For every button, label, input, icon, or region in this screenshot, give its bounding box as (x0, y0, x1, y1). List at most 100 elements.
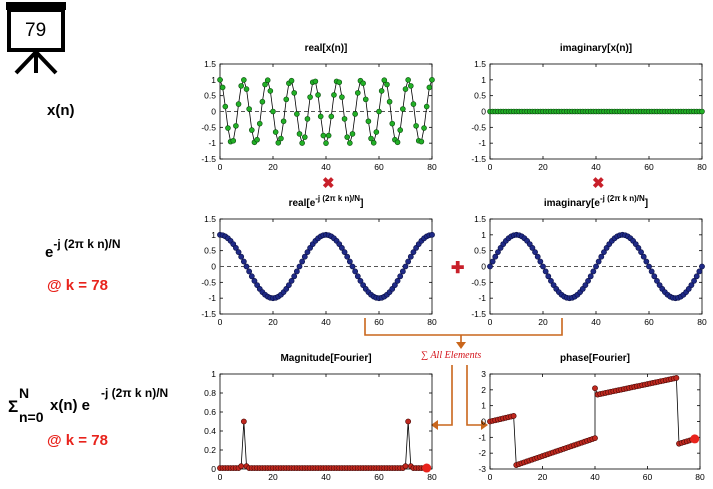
plot-imag-kernel: imaginary[e-j (2π k n)/N] 0 20 40 60 80 1.5 1 0.… (471, 194, 707, 327)
sum-all-note: ∑ All Elements (421, 350, 482, 361)
real_x-data-point (423, 103, 430, 110)
real_x-data-point (225, 125, 231, 131)
real_x-ytick-label: 0.5 (204, 91, 216, 101)
real_kernel-data-point (341, 249, 348, 256)
real_kernel-data-point (246, 268, 253, 275)
magnitude-data-point (402, 463, 409, 470)
phase-ytick-label: -1 (478, 432, 486, 442)
imag_kernel-ytick-label: 0.5 (474, 246, 486, 256)
real_kernel-data-point (251, 277, 258, 284)
real_x-data-point (362, 96, 369, 103)
imag_x-data-point (699, 108, 705, 115)
phase-xtick-label: 20 (538, 472, 548, 482)
imag_kernel-data-point (640, 253, 647, 260)
real_x-data-point (376, 108, 382, 115)
real_x-data-point (241, 77, 247, 83)
imag_kernel-xtick-label: 20 (538, 317, 548, 327)
real_x-ytick-label: 1 (211, 75, 216, 85)
real_x-data-point (381, 77, 388, 84)
magnitude-xtick-label: 80 (427, 472, 437, 482)
real_x-data-point (341, 116, 348, 122)
real_kernel-data-point (301, 253, 308, 260)
imag_x-ytick-label: 1 (481, 75, 486, 85)
magnitude-series-line (220, 421, 427, 469)
magnitude-xtick-label: 20 (268, 472, 278, 482)
real_x-data-point (222, 103, 229, 110)
imag_kernel-data-point (643, 258, 650, 265)
real_kernel-data-point (391, 282, 398, 289)
real_x-data-point (405, 77, 411, 83)
real_kernel-data-point (349, 263, 356, 270)
imag_kernel-xtick-label: 80 (697, 317, 707, 327)
real_x-data-point (397, 127, 403, 133)
sum-label: Σ N n=0 x(n) e -j (2π k n)/N (8, 385, 198, 431)
real_kernel-xtick-label: 20 (268, 317, 278, 327)
real_kernel-xtick-label: 40 (321, 317, 331, 327)
imag_x-ytick-label: -0.5 (471, 122, 486, 132)
imag_kernel-data-point (691, 277, 697, 284)
real_x-data-point (410, 101, 417, 107)
easel-icon (6, 2, 66, 75)
real_kernel-data-point (288, 277, 295, 284)
kernel-label: e-j (2π k n)/N (45, 237, 121, 261)
phase-xtick-label: 40 (590, 472, 600, 482)
imag_x-ytick-label: 0.5 (474, 91, 486, 101)
imag_kernel-data-point (585, 277, 591, 284)
imag_kernel-data-point (492, 253, 499, 260)
real_kernel-title: real[e-j (2π k n)/N] (289, 194, 364, 209)
sum-sigma: Σ (8, 397, 19, 416)
real_kernel-data-point (286, 282, 292, 289)
real_x-xtick-label: 60 (374, 162, 384, 172)
imag_kernel-data-point (593, 263, 599, 270)
imag_x-xtick-label: 20 (538, 162, 548, 172)
real_x-data-point (418, 138, 425, 145)
real_x-data-point (352, 111, 358, 117)
real_kernel-ytick-label: 0.5 (204, 246, 216, 256)
phase-xtick-label: 80 (695, 472, 705, 482)
imag_kernel-data-point (654, 277, 660, 284)
real_x-data-point (262, 81, 268, 88)
real_kernel-data-point (238, 253, 245, 260)
magnitude-ytick-label: 1 (211, 369, 216, 379)
plot-real-x: real[x(n)] 0 20 40 60 80 1.5 1 0.5 0 -0.5 -1 -1.5 (201, 43, 437, 172)
imag_x-ytick-label: 0 (481, 107, 486, 117)
imag_kernel-data-point (545, 273, 552, 280)
kernel-base: e (45, 244, 54, 261)
real_x-data-point (294, 111, 300, 117)
real_x-data-point (243, 86, 250, 92)
real_x-title: real[x(n)] (305, 43, 348, 54)
imag_kernel-ytick-label: -1 (478, 293, 486, 303)
real_x-data-point (256, 120, 263, 127)
imag_kernel-data-point (696, 268, 703, 275)
phase-xtick-label: 60 (643, 472, 653, 482)
real_kernel-data-point (344, 253, 351, 260)
real_x-xtick-label: 0 (218, 162, 223, 172)
imag_kernel-data-point (648, 268, 655, 275)
real_x-data-point (246, 106, 252, 112)
real_kernel-data-point (248, 273, 255, 280)
real_kernel-data-point (291, 273, 298, 280)
real_kernel-data-point (304, 249, 311, 256)
real_kernel-data-point (402, 263, 409, 270)
real_x-data-point (230, 137, 237, 144)
imag_kernel-data-point (699, 263, 705, 270)
real_x-data-point (386, 98, 393, 105)
plus-icon: ✚ (451, 260, 465, 277)
phase-data-point (592, 435, 598, 442)
real_kernel-data-point (405, 258, 412, 265)
real_x-data-point (272, 129, 279, 135)
real_x-data-point (217, 77, 223, 83)
plot-real-kernel: real[e-j (2π k n)/N] 0 20 40 60 80 1.5 1 0.5 0 -0.… (201, 194, 437, 327)
imag_x-xtick-label: 0 (488, 162, 493, 172)
real_x-ytick-label: 1.5 (204, 59, 216, 69)
real_kernel-data-point (352, 268, 359, 275)
phase-xtick-label: 0 (488, 472, 493, 482)
phase-ytick-label: 3 (481, 369, 486, 379)
magnitude-data-point (240, 418, 247, 425)
real_x-data-point (325, 132, 332, 139)
real_x-data-point (336, 79, 343, 86)
slide-number: 79 (25, 20, 47, 41)
real_x-data-point (368, 135, 374, 142)
imag_kernel-data-point (598, 253, 605, 260)
